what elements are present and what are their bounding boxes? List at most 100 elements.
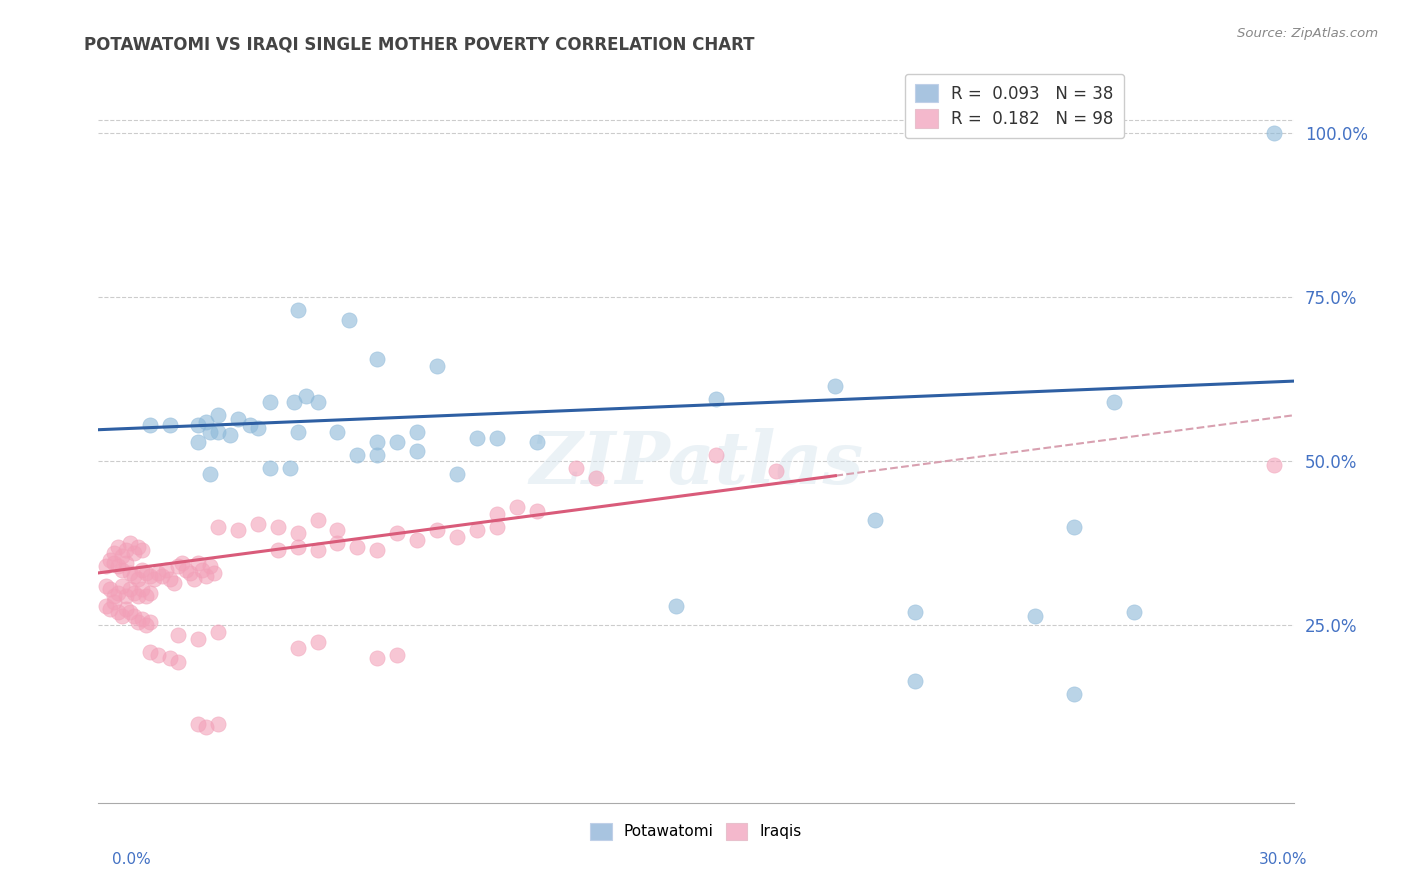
Point (346, 448, 368, 462)
Point (366, 542, 388, 557)
Point (219, 428, 242, 442)
Point (96, 579, 118, 593)
Point (665, 599, 688, 613)
Point (167, 655, 190, 669)
Point (287, 303, 309, 318)
Point (135, 618, 157, 632)
Point (139, 585, 162, 599)
Point (107, 540, 129, 554)
Point (239, 418, 262, 433)
Point (307, 542, 329, 557)
Point (96, 599, 118, 613)
Point (526, 434, 548, 449)
Text: Source: ZipAtlas.com: Source: ZipAtlas.com (1237, 27, 1378, 40)
Point (326, 536, 349, 550)
Point (127, 589, 149, 603)
Point (465, 431, 488, 445)
Point (163, 575, 186, 590)
Point (107, 605, 129, 619)
Point (267, 542, 290, 557)
Point (167, 559, 190, 574)
Point (139, 569, 162, 583)
Point (307, 395, 329, 409)
Point (704, 392, 727, 406)
Point (107, 585, 129, 599)
Point (143, 573, 166, 587)
Point (124, 585, 146, 599)
Point (120, 566, 142, 580)
Point (346, 540, 368, 554)
Point (283, 395, 305, 409)
Point (159, 651, 181, 665)
Point (339, 313, 361, 327)
Point (366, 434, 388, 449)
Point (904, 674, 927, 689)
Point (287, 425, 309, 439)
Point (183, 573, 205, 587)
Point (366, 651, 388, 665)
Point (506, 500, 529, 515)
Point (287, 526, 309, 541)
Point (366, 352, 388, 367)
Point (115, 556, 138, 570)
Point (1104, 395, 1126, 409)
Point (1063, 520, 1085, 534)
Point (294, 388, 316, 402)
Point (174, 563, 197, 577)
Point (259, 395, 281, 409)
Point (127, 573, 149, 587)
Point (139, 645, 162, 659)
Point (187, 556, 209, 570)
Point (278, 460, 301, 475)
Point (131, 542, 153, 557)
Point (103, 595, 125, 609)
Point (565, 460, 588, 475)
Point (98, 602, 122, 616)
Point (207, 409, 229, 423)
Point (226, 523, 249, 537)
Point (115, 589, 138, 603)
Point (267, 520, 290, 534)
Point (124, 608, 146, 623)
Point (150, 569, 173, 583)
Point (195, 720, 218, 734)
Point (103, 589, 125, 603)
Point (111, 549, 134, 564)
Point (426, 359, 449, 373)
Point (446, 467, 468, 482)
Point (1024, 608, 1046, 623)
Point (139, 615, 162, 630)
Point (167, 628, 190, 642)
Point (307, 513, 329, 527)
Point (103, 556, 125, 570)
Point (107, 559, 129, 574)
Point (1123, 605, 1146, 619)
Point (124, 546, 146, 560)
Point (246, 421, 269, 435)
Point (131, 563, 153, 577)
Text: POTAWATOMI VS IRAQI SINGLE MOTHER POVERTY CORRELATION CHART: POTAWATOMI VS IRAQI SINGLE MOTHER POVERT… (84, 36, 755, 54)
Point (135, 566, 157, 580)
Point (865, 513, 887, 527)
Point (135, 589, 157, 603)
Point (120, 582, 142, 597)
Point (139, 418, 162, 433)
Point (704, 448, 727, 462)
Point (202, 566, 225, 580)
Point (124, 569, 146, 583)
Point (195, 415, 218, 429)
Point (111, 608, 134, 623)
Point (198, 467, 221, 482)
Point (824, 378, 846, 392)
Point (172, 556, 194, 570)
Point (115, 542, 138, 557)
Point (385, 434, 409, 449)
Point (103, 546, 125, 560)
Point (904, 605, 927, 619)
Point (131, 612, 153, 626)
Point (246, 516, 269, 531)
Point (187, 632, 209, 646)
Legend: Potawatomi, Iraqis: Potawatomi, Iraqis (583, 817, 808, 846)
Point (446, 530, 468, 544)
Point (111, 579, 134, 593)
